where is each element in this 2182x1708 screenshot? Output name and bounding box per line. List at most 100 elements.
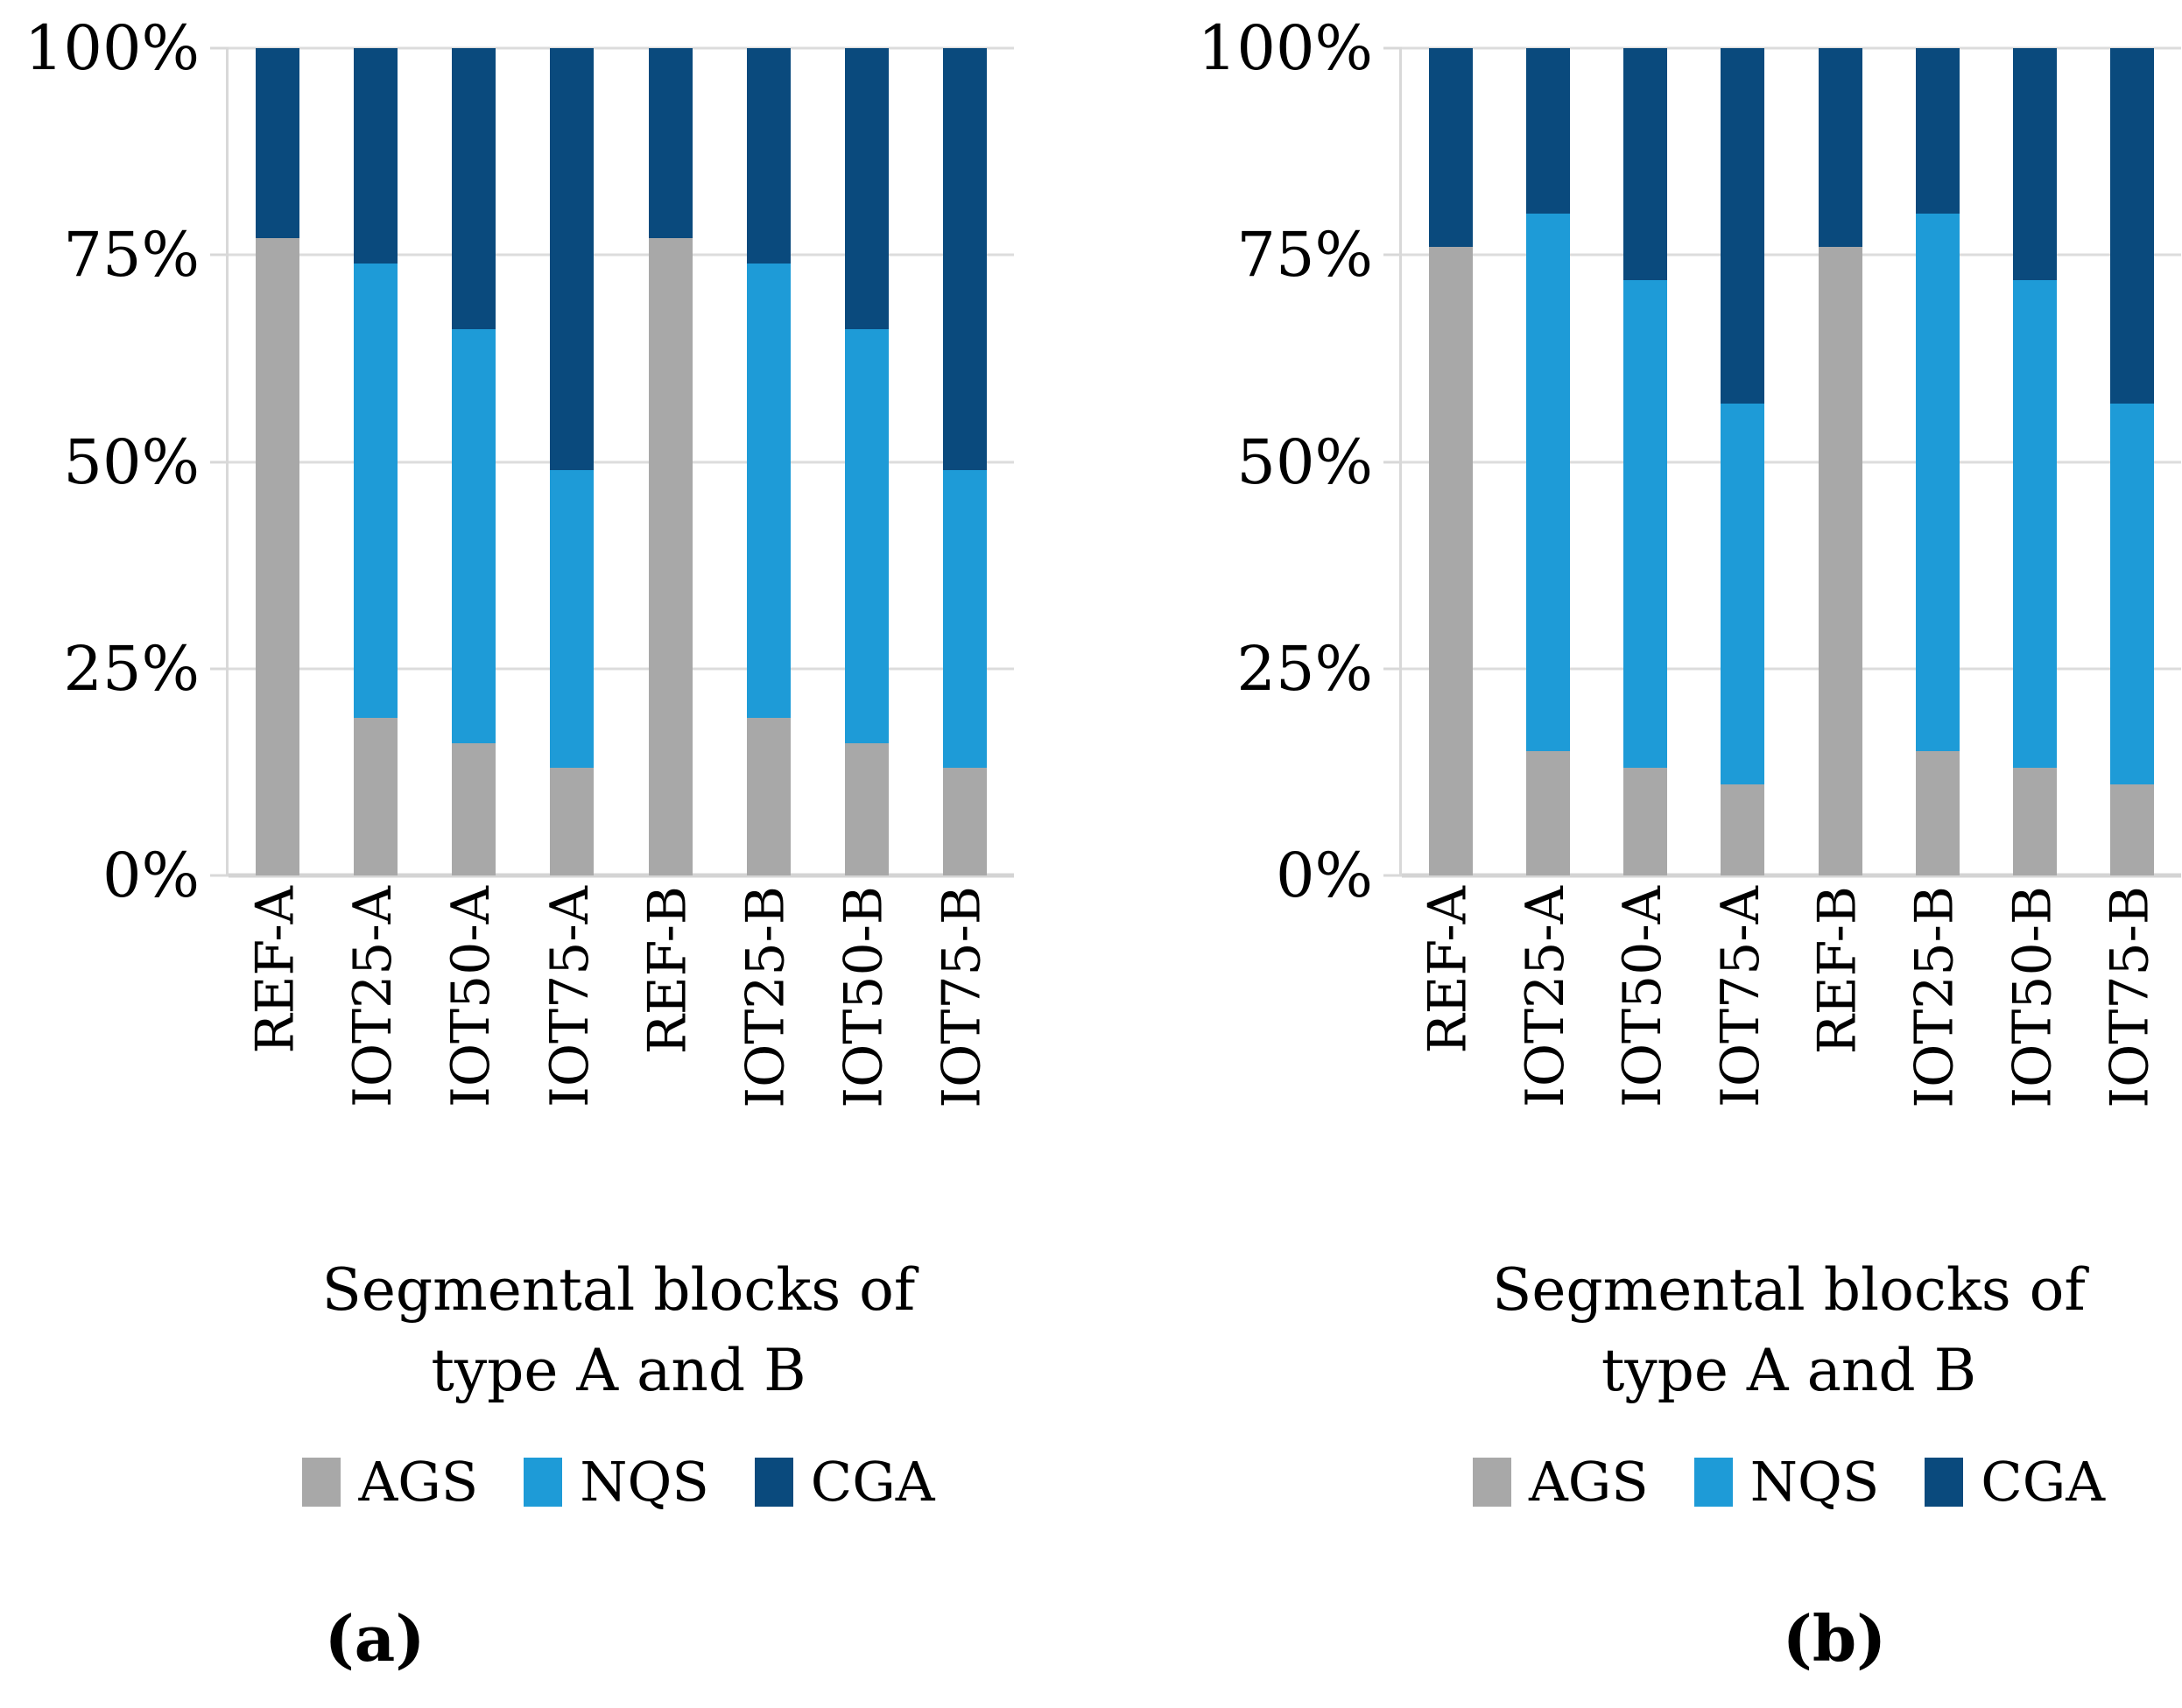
bar-iot50-a <box>1623 48 1668 875</box>
y-axis-tick <box>1383 874 1402 877</box>
bar-segment-cga <box>2013 48 2058 280</box>
y-tick-label: 75% <box>63 219 200 292</box>
x-tick-label: IOT75-A <box>1709 886 1771 1107</box>
gridline <box>229 460 1014 463</box>
y-tick-label: 50% <box>63 425 200 498</box>
y-tick-label: 100% <box>24 12 200 84</box>
bar-segment-nqs <box>942 469 987 769</box>
legend-item-ags: AGS <box>302 1455 478 1509</box>
x-tick-label: IOT25-B <box>735 886 797 1108</box>
bar-segment-nqs <box>354 263 398 719</box>
bar-segment-nqs <box>844 329 889 743</box>
legend-item-ags: AGS <box>1472 1450 1649 1514</box>
y-tick-label: 0% <box>102 840 200 911</box>
bar-segment-cga <box>354 48 398 264</box>
bar-segment-cga <box>2110 48 2155 404</box>
bar-segment-nqs <box>452 329 496 743</box>
bar-iot75-a <box>550 48 595 875</box>
bar-ref-a <box>256 48 300 875</box>
x-tick-label: REF-A <box>244 886 306 1054</box>
bar-segment-cga <box>1525 48 1570 214</box>
bar-segment-ags <box>2110 784 2155 875</box>
bar-segment-ags <box>2013 768 2058 875</box>
bar-segment-cga <box>550 48 595 470</box>
bar-segment-nqs <box>2110 404 2155 785</box>
x-axis-labels: REF-A IOT25-A IOT50-A IOT75-A REF-B IOT25-B IO… <box>1399 886 2178 1245</box>
bar-segment-nqs <box>1915 214 1960 752</box>
y-tick-label: 50% <box>1236 425 1373 498</box>
bar-segment-cga <box>452 48 496 330</box>
bar-segment-nqs <box>1721 404 1765 785</box>
bar-segment-nqs <box>550 469 595 769</box>
bar-iot50-b <box>2013 48 2058 875</box>
bar-iot25-b <box>746 48 791 875</box>
gridline <box>1402 46 2181 50</box>
baseline <box>229 873 1014 878</box>
y-axis-tick <box>210 46 229 50</box>
x-tick-label: IOT25-B <box>1904 886 1966 1108</box>
gridline <box>229 253 1014 257</box>
bar-segment-ags <box>354 718 398 875</box>
subfigure-caption-a: (a) <box>324 1601 426 1676</box>
bar-segment-ags <box>452 742 496 875</box>
x-tick-label: REF-B <box>1806 886 1869 1055</box>
legend: AGS NQS CGA <box>182 1455 1055 1509</box>
x-tick-label: IOT75-B <box>931 886 993 1108</box>
x-tick-label: IOT50-B <box>2002 886 2064 1108</box>
x-axis-title-line2: type A and B <box>1601 1337 1977 1404</box>
bar-segment-cga <box>1915 48 1960 214</box>
bar-segment-ags <box>746 718 791 875</box>
legend-item-cga: CGA <box>754 1455 935 1509</box>
y-axis-tick <box>1383 667 1402 671</box>
legend-label-ags: AGS <box>358 1450 479 1514</box>
legend-item-nqs: NQS <box>1693 1455 1879 1509</box>
x-axis-title: Segmental blocks of type A and B <box>1355 1250 2182 1411</box>
bar-segment-ags <box>648 238 693 875</box>
chart-panel-a: 100% 75% 50% 25% 0% REF-A IOT25-A IOT50-A IOT75… <box>24 12 1055 1676</box>
bar-ref-b <box>648 48 693 875</box>
legend-swatch-cga-icon <box>1925 1458 1964 1507</box>
x-axis-title-line1: Segmental blocks of <box>321 1256 916 1324</box>
baseline <box>1402 873 2181 878</box>
plot-area <box>1383 46 2181 878</box>
x-tick-label: REF-A <box>1417 886 1479 1054</box>
bar-segment-cga <box>942 48 987 470</box>
chart-panel-b: 100% 75% 50% 25% 0% REF-A IOT25-A IOT50-A IOT75… <box>1091 0 2182 1708</box>
x-tick-label: IOT25-A <box>1514 886 1576 1107</box>
x-tick-label: IOT75-A <box>538 886 601 1107</box>
legend-swatch-nqs-icon <box>1693 1458 1733 1507</box>
bar-segment-ags <box>942 768 987 875</box>
y-tick-label: 100% <box>1197 12 1373 84</box>
bar-segment-cga <box>844 48 889 330</box>
y-tick-label: 25% <box>1236 632 1373 705</box>
bar-segment-ags <box>550 768 595 875</box>
bar-iot25-a <box>354 48 398 875</box>
bar-ref-b <box>1818 48 1862 875</box>
bar-ref-a <box>1428 48 1473 875</box>
x-tick-label: IOT50-A <box>1612 886 1674 1107</box>
x-tick-label: IOT50-B <box>833 886 895 1108</box>
x-axis-labels: REF-A IOT25-A IOT50-A IOT75-A REF-B IOT25-B IO… <box>226 886 1011 1245</box>
bar-segment-cga <box>1428 48 1473 247</box>
legend-label-ags: AGS <box>1528 1450 1649 1514</box>
legend-swatch-ags-icon <box>302 1458 341 1507</box>
x-axis-title: Segmental blocks of type A and B <box>182 1250 1055 1411</box>
bar-segment-cga <box>648 48 693 239</box>
x-axis-title-line2: type A and B <box>431 1337 806 1404</box>
gridline <box>1402 460 2181 463</box>
legend-item-nqs: NQS <box>524 1455 709 1509</box>
legend-label-nqs: NQS <box>580 1450 709 1514</box>
bar-segment-ags <box>1525 751 1570 875</box>
gridline <box>1402 253 2181 257</box>
y-tick-label: 75% <box>1236 219 1373 292</box>
x-tick-label: IOT25-A <box>342 886 405 1107</box>
bar-segment-ags <box>1428 246 1473 875</box>
y-axis-tick <box>210 874 229 877</box>
legend-swatch-cga-icon <box>754 1458 793 1507</box>
bar-segment-cga <box>746 48 791 264</box>
legend-item-cga: CGA <box>1925 1455 2105 1509</box>
bar-iot50-b <box>844 48 889 875</box>
y-axis-labels: 100% 75% 50% 25% 0% <box>1173 18 1373 906</box>
y-axis-tick <box>1383 46 1402 50</box>
bar-segment-ags <box>1818 246 1862 875</box>
